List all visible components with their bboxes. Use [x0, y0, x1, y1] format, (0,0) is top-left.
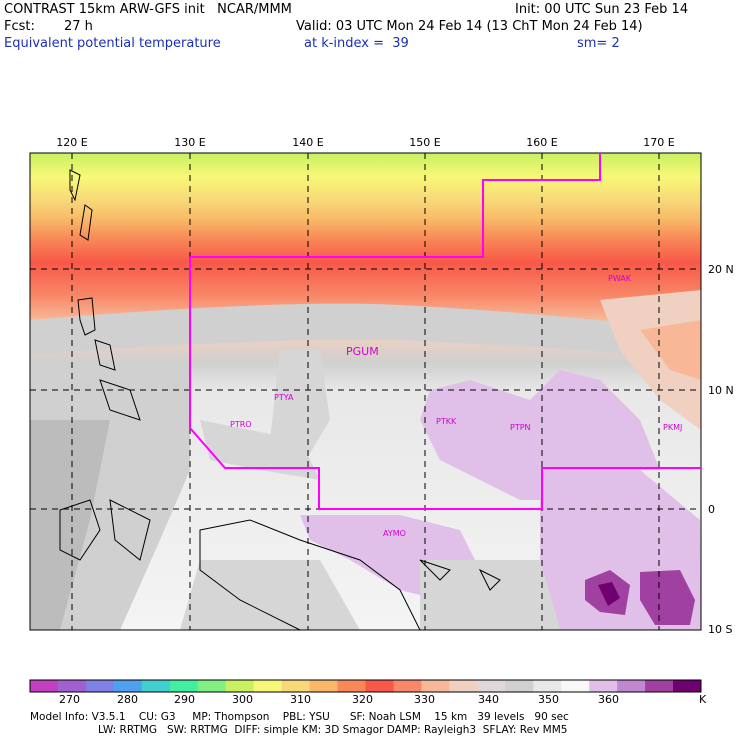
smoothing-info: sm= 2 — [577, 36, 620, 51]
colorbar-tick-350: 350 — [538, 693, 559, 706]
level-info: at k-index = 39 — [304, 36, 409, 51]
colorbar-border — [29, 679, 702, 693]
station-aymo: AYMO — [383, 529, 406, 538]
lat-label-10s: 10 S — [708, 623, 732, 636]
colorbar-tick-320: 320 — [352, 693, 373, 706]
colorbar-swatch — [365, 680, 394, 692]
station-ptya: PTYA — [274, 393, 294, 402]
colorbar-tick-290: 290 — [174, 693, 195, 706]
forecast-hour: 27 h — [64, 19, 93, 34]
model-title: CONTRAST 15km ARW-GFS init NCAR/MMM — [4, 2, 292, 17]
station-pgum: PGUM — [346, 345, 379, 358]
colorbar-swatch — [169, 680, 199, 692]
station-ptpn: PTPN — [510, 423, 531, 432]
lon-label-140e: 140 E — [292, 136, 323, 149]
colorbar-swatch — [421, 680, 450, 692]
colorbar-swatch — [113, 680, 143, 692]
colorbar-swatch — [393, 680, 422, 692]
colorbar-swatch — [197, 680, 227, 692]
colorbar-swatch — [57, 680, 87, 692]
station-pkmj: PKMJ — [663, 423, 682, 432]
colorbar-swatch — [617, 680, 646, 692]
colorbar-swatch — [589, 680, 618, 692]
lon-label-150e: 150 E — [409, 136, 440, 149]
station-ptkk: PTKK — [436, 417, 457, 426]
colorbar-tick-360: 360 — [598, 693, 619, 706]
nested-domain-boundary — [189, 153, 701, 510]
colorbar-tick-340: 340 — [478, 693, 499, 706]
colorbar-swatch — [85, 680, 115, 692]
colorbar-tick-270: 270 — [59, 693, 80, 706]
colorbar-swatch — [337, 680, 366, 692]
colorbar — [29, 679, 702, 693]
colorbar-swatch — [30, 680, 59, 692]
field-shading — [30, 153, 701, 630]
field-name: Equivalent potential temperature — [4, 36, 221, 51]
model-info-line1: Model Info: V3.5.1 CU: G3 MP: Thompson P… — [30, 711, 569, 723]
colorbar-swatch — [309, 680, 338, 692]
colorbar-swatch — [561, 680, 590, 692]
valid-time: Valid: 03 UTC Mon 24 Feb 14 (13 ChT Mon … — [296, 19, 643, 34]
colorbar-swatch — [449, 680, 478, 692]
colorbar-swatch — [645, 680, 674, 692]
lat-label-10n: 10 N — [708, 384, 734, 397]
colorbar-tick-300: 300 — [232, 693, 253, 706]
colorbar-tick-280: 280 — [117, 693, 138, 706]
colorbar-swatch — [673, 680, 702, 692]
lat-label-0: 0 — [708, 503, 715, 516]
colorbar-swatch — [225, 680, 254, 692]
colorbar-swatch — [281, 680, 310, 692]
lon-label-120e: 120 E — [56, 136, 87, 149]
colorbar-tick-310: 310 — [290, 693, 311, 706]
lon-label-130e: 130 E — [174, 136, 205, 149]
station-pwak: PWAK — [608, 274, 632, 283]
colorbar-swatch — [505, 680, 534, 692]
init-time: Init: 00 UTC Sun 23 Feb 14 — [515, 2, 689, 17]
colorbar-swatch — [533, 680, 562, 692]
lon-label-160e: 160 E — [526, 136, 557, 149]
colorbar-swatch — [141, 680, 171, 692]
model-info-line2: LW: RRTMG SW: RRTMG DIFF: simple KM: 3D … — [98, 724, 568, 736]
station-ptro: PTRO — [230, 420, 252, 429]
lat-label-20n: 20 N — [708, 263, 734, 276]
colorbar-swatch — [253, 680, 282, 692]
colorbar-swatch — [477, 680, 506, 692]
graticule — [30, 153, 701, 630]
colorbar-tick-330: 330 — [414, 693, 435, 706]
lon-label-170e: 170 E — [643, 136, 674, 149]
forecast-label: Fcst: — [4, 19, 35, 34]
colorbar-units: K — [699, 693, 707, 706]
map-frame — [29, 152, 702, 631]
